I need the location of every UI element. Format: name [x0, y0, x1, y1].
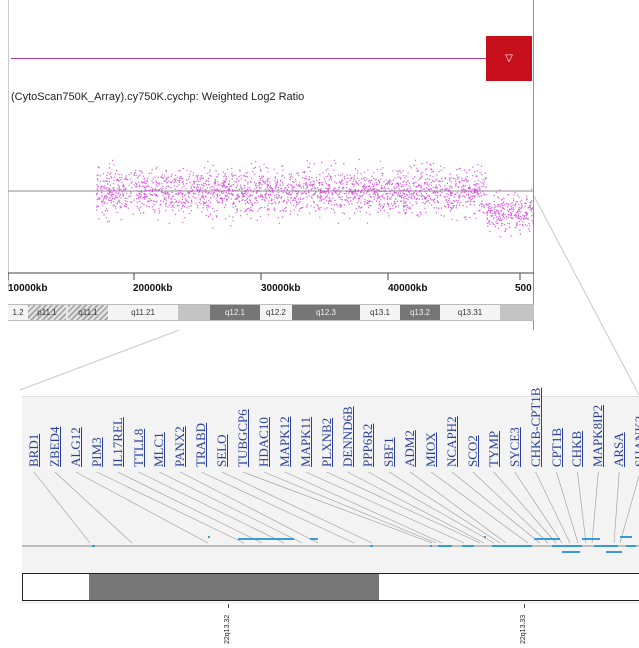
- gene-feature-track[interactable]: [22, 397, 639, 573]
- ideogram-band: q12.1: [210, 305, 260, 320]
- coord-tick-label: 20000kb: [133, 283, 173, 294]
- coord-tick-label: 40000kb: [388, 283, 428, 294]
- cytoband-dark-segment: [89, 574, 379, 600]
- log2-ratio-points: [96, 158, 534, 238]
- cytoband-bar[interactable]: [22, 573, 639, 601]
- log2-ratio-scatter-plot[interactable]: [8, 0, 534, 272]
- axis-tick: [524, 604, 525, 608]
- ideogram-band: q13.2: [400, 305, 440, 320]
- axis-tick-label: 22q13.33: [520, 614, 527, 644]
- axis-tick: [228, 604, 229, 608]
- ideogram-band-unlabeled: [500, 305, 534, 320]
- gene-track-panel[interactable]: BRD1 ZBED4 ALG12 PIM3 IL17REL TTLL8 MLC1 PANX2 T…: [22, 388, 639, 604]
- region-marker[interactable]: ▽: [486, 36, 532, 81]
- ideogram-band-unlabeled: [178, 305, 210, 320]
- ideogram-band: q13.1: [360, 305, 400, 320]
- coord-tick-label: 500: [515, 283, 532, 294]
- track-title: (CytoScan750K_Array).cy750K.cychp: Weigh…: [11, 91, 305, 103]
- ideogram-band: q11.21: [108, 305, 178, 320]
- ideogram-band: 1.2: [8, 305, 28, 320]
- coord-tick-label: 30000kb: [261, 283, 301, 294]
- track-baseline: [11, 58, 489, 59]
- ideogram-band: q12.3: [292, 305, 360, 320]
- panel-left-border: [8, 0, 9, 290]
- gene-feature-marks: [92, 536, 636, 553]
- ideogram-band: q13.31: [440, 305, 500, 320]
- chromosome-viewer[interactable]: ▽ (CytoScan750K_Array).cy750K.cychp: Wei…: [8, 0, 534, 330]
- ideogram-band: q12.2: [260, 305, 292, 320]
- coord-tick-label: 10000kb: [8, 283, 48, 294]
- down-triangle-icon: ▽: [505, 52, 513, 64]
- coordinate-axis: 10000kb 20000kb 30000kb 40000kb 500: [8, 272, 534, 302]
- ideogram-band: q11.1: [68, 305, 108, 320]
- ideogram-band: p11.1: [28, 305, 66, 320]
- panel-right-border: [533, 0, 534, 330]
- chromosome-ideogram[interactable]: 1.2 p11.1 q11.1 q11.21 q12.1 q12.2 q12.3…: [8, 304, 534, 321]
- cytoband-axis: 22q13.32 22q13.33: [22, 604, 639, 648]
- coordinate-ticks: [8, 272, 534, 280]
- axis-tick-label: 22q13.32: [224, 614, 231, 644]
- gene-connector-lines: [33, 471, 639, 544]
